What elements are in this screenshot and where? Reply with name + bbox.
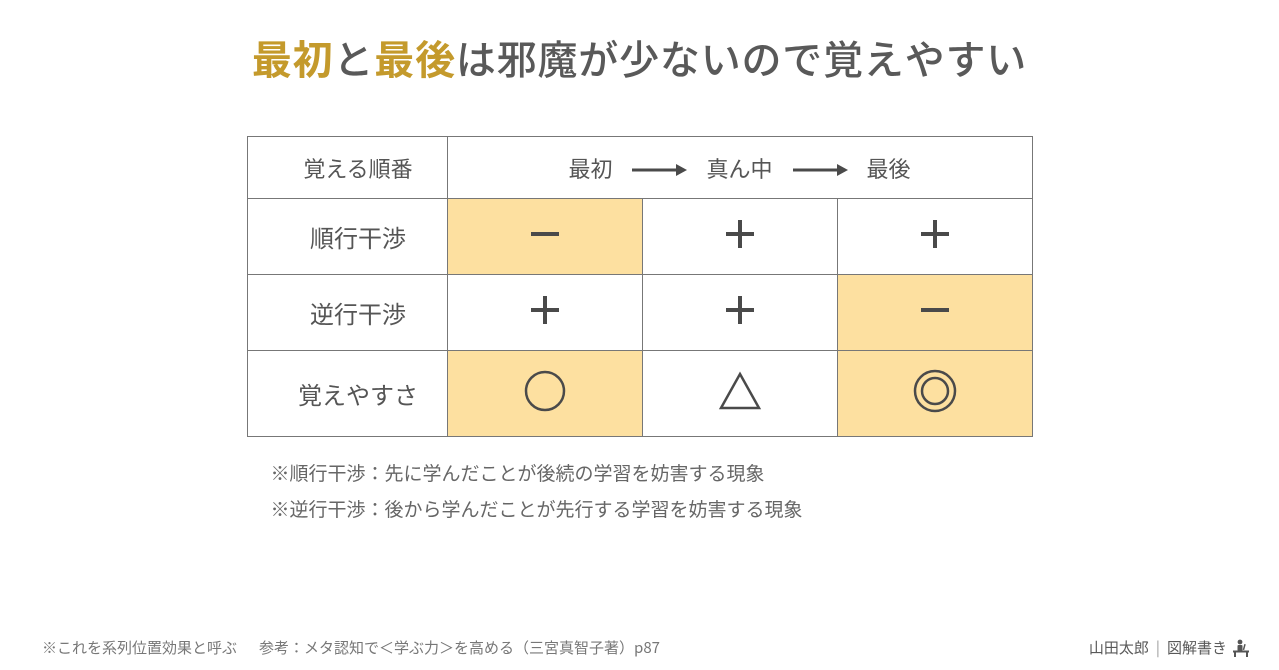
header-col-label: 最後 — [867, 152, 911, 184]
triangle-icon — [643, 367, 837, 415]
row-label: 逆行干渉 — [247, 275, 447, 351]
note-line-1: ※順行干渉：先に学んだことが後続の学習を妨害する現象 — [271, 455, 1035, 491]
arrow-right-icon — [630, 152, 688, 184]
header-col-label: 真ん中 — [706, 152, 772, 184]
arrow-right-icon — [791, 152, 849, 184]
title-text-2: は邪魔が少ないので覚えやすい — [456, 28, 1027, 86]
row-label: 覚えやすさ — [247, 351, 447, 437]
footer-divider: | — [1156, 637, 1160, 658]
footer-note: ※これを系列位置効果と呼ぶ — [42, 637, 237, 658]
table-cell — [642, 275, 837, 351]
slide: 最初と最後は邪魔が少ないので覚えやすい 覚える順番最初真ん中最後順行干渉逆行干渉… — [0, 0, 1279, 670]
writing-desk-icon — [1231, 639, 1251, 657]
title-text-1: と — [333, 28, 374, 86]
circle-icon — [448, 367, 642, 415]
table-cell — [837, 199, 1032, 275]
plus-icon — [838, 214, 1032, 254]
table-cell — [642, 199, 837, 275]
table-container: 覚える順番 最初 真ん中 最後順行干渉逆行干渉覚えやすさ — [50, 136, 1229, 437]
footer-right: 山田太郎 | 図解書き — [1089, 637, 1251, 658]
table-cell — [837, 275, 1032, 351]
table-cell — [837, 351, 1032, 437]
minus-icon — [838, 290, 1032, 330]
footer-reference: 参考：メタ認知で＜学ぶ力＞を高める（三宮真智子著）p87 — [259, 637, 660, 658]
interference-table: 覚える順番 最初 真ん中 最後順行干渉逆行干渉覚えやすさ — [247, 136, 1033, 437]
footer: ※これを系列位置効果と呼ぶ 参考：メタ認知で＜学ぶ力＞を高める（三宮真智子著）p… — [0, 637, 1279, 658]
title-accent-1: 最初 — [252, 28, 334, 86]
header-rowlabel: 覚える順番 — [247, 137, 447, 199]
plus-icon — [448, 290, 642, 330]
author-name: 山田太郎 — [1089, 637, 1149, 658]
table-cell — [447, 275, 642, 351]
author-role: 図解書き — [1167, 637, 1227, 658]
table-cell — [642, 351, 837, 437]
note-line-2: ※逆行干渉：後から学んだことが先行する学習を妨害する現象 — [271, 491, 1035, 527]
title-accent-2: 最後 — [374, 28, 456, 86]
row-label: 順行干渉 — [247, 199, 447, 275]
plus-icon — [643, 214, 837, 254]
table-cell — [447, 351, 642, 437]
header-sequence: 最初 真ん中 最後 — [447, 137, 1032, 199]
page-title: 最初と最後は邪魔が少ないので覚えやすい — [50, 28, 1229, 86]
minus-icon — [448, 214, 642, 254]
header-col-label: 最初 — [568, 152, 612, 184]
footer-left: ※これを系列位置効果と呼ぶ 参考：メタ認知で＜学ぶ力＞を高める（三宮真智子著）p… — [42, 637, 660, 658]
notes: ※順行干渉：先に学んだことが後続の学習を妨害する現象 ※逆行干渉：後から学んだこ… — [245, 455, 1035, 527]
double_circle-icon — [838, 367, 1032, 415]
table-cell — [447, 199, 642, 275]
plus-icon — [643, 290, 837, 330]
